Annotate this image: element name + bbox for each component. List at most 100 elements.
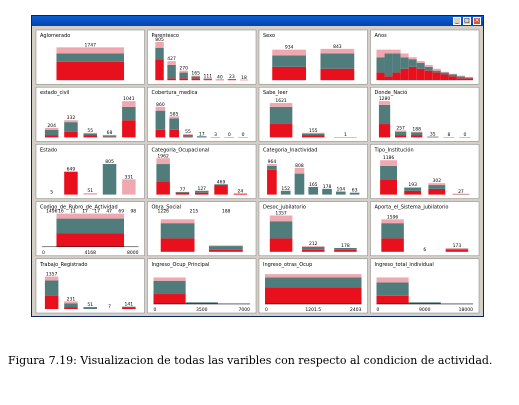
bar-segment xyxy=(169,118,180,130)
bar-segment xyxy=(448,73,457,75)
data-label: 3 xyxy=(214,132,217,138)
bar-segment xyxy=(214,184,228,186)
bar-segment xyxy=(424,64,433,67)
bar-segment xyxy=(83,132,98,134)
bar-segment xyxy=(404,187,422,191)
data-label: 51 xyxy=(87,188,93,194)
data-label: 1596 xyxy=(387,214,399,220)
chart-panel: Trabajo_Registrado 1357 231 51 7 141 xyxy=(35,258,145,314)
bar-segment xyxy=(456,75,465,77)
bar-segment xyxy=(194,190,209,193)
bar-segment xyxy=(56,233,125,247)
bar-segment xyxy=(156,164,170,182)
bar-segment xyxy=(464,77,473,79)
data-label: 24 xyxy=(237,188,243,194)
bar-segment xyxy=(378,101,391,105)
bar-segment xyxy=(322,188,332,195)
data-label: 155 xyxy=(309,128,318,134)
window-titlebar[interactable]: _ □ × xyxy=(32,16,483,26)
bar-segment xyxy=(269,103,293,107)
bar-segment xyxy=(208,249,243,252)
bar-segment xyxy=(102,136,117,138)
bar-segment xyxy=(416,61,425,64)
data-label: 1041 xyxy=(123,96,135,102)
data-label: 805 xyxy=(105,159,114,165)
bar-segment xyxy=(155,42,164,48)
bar-segment xyxy=(456,78,465,81)
bar-segment xyxy=(102,164,117,195)
bar-segment xyxy=(122,101,136,107)
data-label: 7 xyxy=(108,304,111,310)
tick-label: 0 xyxy=(377,307,380,313)
data-label: 808 xyxy=(295,163,304,169)
data-label: 68 xyxy=(107,130,113,136)
bar-segment xyxy=(167,78,176,81)
chart-panel: Sabe_leer 1621 155 1 xyxy=(258,86,368,142)
bar-segment xyxy=(301,249,325,252)
chart-title: Ingreso_total_individual xyxy=(375,262,434,268)
data-label: 1962 xyxy=(157,153,169,159)
close-button[interactable]: × xyxy=(473,17,481,25)
data-label: 204 xyxy=(47,123,56,129)
data-label: 23 xyxy=(229,74,235,80)
data-label: 0 xyxy=(464,132,467,138)
bar-segment xyxy=(185,302,218,304)
data-label: 469 xyxy=(217,179,226,185)
data-label: 17 xyxy=(199,131,205,137)
bar-segment xyxy=(269,221,293,239)
bar-segment xyxy=(265,274,362,278)
bar-segment xyxy=(155,59,164,81)
bar-segment xyxy=(416,68,425,81)
bar-segment xyxy=(203,79,213,81)
bar-segment xyxy=(392,49,401,54)
chart-panel: Aporta_el_Sistema_jubilatorio 1596 6 173 xyxy=(370,201,480,257)
minimize-button[interactable]: _ xyxy=(453,17,461,25)
caption-text: Visualizacion de todas las varibles con … xyxy=(80,354,493,367)
bar-segment xyxy=(179,72,188,79)
bar-segment xyxy=(411,132,423,136)
bar-segment xyxy=(464,78,473,81)
chart-title: Ingreso_Ocup_Principal xyxy=(152,262,210,268)
chart-title: Obra_Social xyxy=(152,205,182,211)
tick-label: 2403 xyxy=(350,307,362,313)
bar-segment xyxy=(44,295,59,309)
bar-segment xyxy=(408,303,441,304)
tick-label: 0 xyxy=(154,307,157,313)
bar-segment xyxy=(320,48,355,54)
bar-segment xyxy=(424,70,433,81)
bar-segment xyxy=(294,173,305,195)
data-label: 805 xyxy=(155,37,164,43)
chart-panel: estado_civil 204 332 55 68 1041 xyxy=(35,86,145,142)
bar-segment xyxy=(272,55,307,67)
data-label: 331 xyxy=(125,174,134,180)
bar-segment xyxy=(448,74,457,77)
bar-segment xyxy=(179,78,188,81)
data-label: 188 xyxy=(222,209,231,215)
bar-segment xyxy=(392,72,401,81)
tick-label: 18000 xyxy=(459,307,473,313)
bar-segment xyxy=(384,53,393,77)
bar-segment xyxy=(301,135,325,138)
chart-title: Ingreso_otras_Ocup xyxy=(263,262,312,268)
bar-segment xyxy=(320,68,355,81)
bar-segment xyxy=(155,47,164,60)
bar-segment xyxy=(301,133,325,136)
bar-segment xyxy=(301,246,325,250)
bar-segment xyxy=(160,238,195,252)
bar-segment xyxy=(267,165,277,170)
bar-segment xyxy=(376,49,385,58)
maximize-button[interactable]: □ xyxy=(463,17,471,25)
bar-segment xyxy=(56,53,125,62)
bar-segment xyxy=(179,70,188,73)
data-label: 16 xyxy=(58,209,64,215)
chart-panel: Aglomerado 1747 xyxy=(35,29,145,85)
bar-segment xyxy=(400,68,409,81)
bar-segment xyxy=(381,223,404,239)
data-label: 193 xyxy=(408,182,417,188)
data-label: 1747 xyxy=(85,42,97,48)
bar-segment xyxy=(44,135,59,138)
bar-segment xyxy=(167,64,176,79)
bar-segment xyxy=(44,280,59,296)
